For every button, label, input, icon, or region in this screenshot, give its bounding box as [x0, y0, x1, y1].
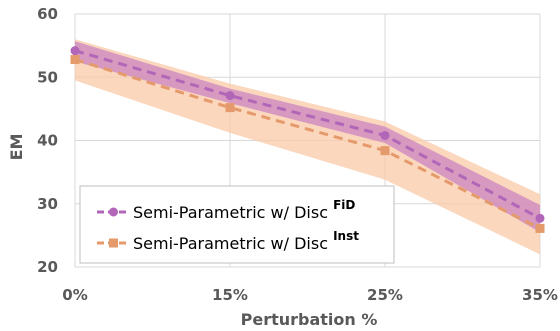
data-point	[70, 46, 80, 56]
data-point	[535, 213, 545, 223]
x-tick-label: 35%	[522, 286, 558, 304]
series-line	[74, 49, 541, 220]
x-tick-labels: 0% 15% 25% 35%	[62, 286, 558, 304]
x-tick-label: 0%	[62, 286, 87, 304]
legend-marker	[109, 207, 118, 217]
x-tick-label: 25%	[367, 286, 403, 304]
data-point	[380, 130, 390, 140]
x-tick-label: 15%	[212, 286, 248, 304]
series-lines	[74, 49, 541, 230]
x-axis-title: Perturbation %	[241, 310, 378, 329]
data-point	[70, 55, 80, 65]
series-markers	[70, 46, 545, 233]
y-axis-title: EM	[7, 134, 26, 161]
y-tick-labels: 20 30 40 50 60	[37, 5, 58, 276]
series-line	[74, 58, 541, 230]
legend-marker	[109, 238, 118, 248]
y-tick-label: 40	[37, 132, 58, 150]
data-point	[535, 223, 545, 233]
data-point	[225, 103, 235, 113]
y-tick-label: 30	[37, 195, 58, 213]
data-point	[380, 146, 390, 156]
legend-box	[79, 185, 395, 264]
legend-label-superscript: FiD	[333, 198, 355, 212]
y-tick-label: 50	[37, 68, 58, 86]
legend: Semi-Parametric w/ Disc FiDSemi-Parametr…	[79, 185, 395, 264]
y-tick-label: 20	[37, 258, 58, 276]
y-tick-label: 60	[37, 5, 58, 23]
confidence-band	[75, 39, 540, 255]
legend-label-superscript: Inst	[333, 229, 359, 243]
confidence-bands	[75, 39, 540, 255]
confidence-band	[75, 41, 540, 233]
data-point	[225, 91, 235, 101]
